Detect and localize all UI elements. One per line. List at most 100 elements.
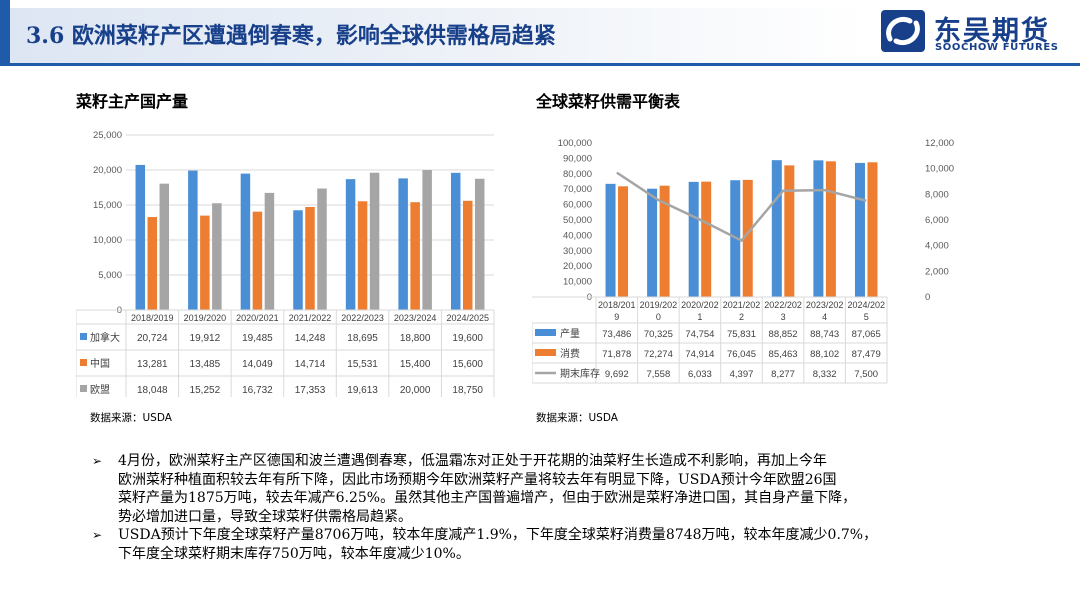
right-data-source: 数据来源：USDA [536,412,618,424]
data-table-cell: 88,102 [810,349,839,360]
bar [854,162,865,297]
bar [422,170,432,310]
y2-tick-label: 4,000 [925,241,949,252]
bar [771,160,782,297]
y-tick-label: 20,000 [563,261,592,272]
x-tick-label: 2023/202 [806,300,844,310]
y-tick-label: 5,000 [98,270,122,281]
x-tick-label: 2022/2023 [341,313,384,323]
bar [305,207,315,310]
x-tick-label: 2021/202 [723,300,761,310]
bar [462,200,473,310]
bar [398,178,408,310]
x-tick-label: 5 [864,312,869,322]
data-table-cell: 87,479 [852,349,881,360]
legend-swatch [80,359,87,366]
data-table-cell: 74,754 [685,329,714,340]
bullet-item: ➢ 4月份，欧洲菜籽主产区德国和波兰遭遇倒春寒，低温霜冻对正处于开花期的油菜籽生长… [92,452,972,526]
data-table-cell: 88,743 [810,329,839,340]
data-table-cell: 19,485 [242,333,273,344]
bar [212,203,222,310]
x-tick-label: 2019/202 [640,300,678,310]
x-tick-label: 2024/2025 [446,313,489,323]
y-tick-label: 40,000 [563,230,592,241]
data-table-cell: 18,048 [137,385,168,396]
y-tick-label: 60,000 [563,200,592,211]
right-chart-subtitle: 全球菜籽供需平衡表 [536,92,681,111]
data-table-cell: 19,600 [452,333,483,344]
data-table-cell: 18,800 [400,333,431,344]
y2-tick-label: 8,000 [925,189,949,200]
data-table-cell: 19,912 [190,333,221,344]
data-table-cell: 14,714 [295,359,326,370]
data-table-cell: 19,613 [347,385,378,396]
bar [813,160,824,297]
y-tick-label: 80,000 [563,169,592,180]
legend-swatch [535,349,556,356]
y-tick-label: 20,000 [93,165,122,176]
y-tick-label: 70,000 [563,184,592,195]
supply-demand-chart: 0 10,000 20,000 30,000 40,000 50,000 60,000 70,… [532,138,954,384]
bar [867,162,878,297]
legend-label: 加拿大 [90,331,120,344]
data-table-cell: 87,065 [852,329,881,340]
data-table-cell: 20,724 [137,333,168,344]
y-tick-label: 100,000 [558,138,592,149]
bar [188,170,198,310]
data-table-cell: 88,852 [769,329,798,340]
data-table-cell: 7,500 [854,369,878,380]
data-table-cell: 85,463 [769,349,798,360]
logo-english-text: SOOCHOW FUTURES [935,42,1059,53]
data-table-cell: 70,325 [644,329,673,340]
legend-label: 中国 [90,357,110,370]
left-data-source: 数据来源：USDA [90,412,172,424]
bar [317,188,327,310]
y-tick-label: 50,000 [563,215,592,226]
bar [252,211,263,310]
y-tick-label: 10,000 [93,235,122,246]
x-tick-label: 0 [656,312,661,322]
data-table-cell: 75,831 [727,329,756,340]
bullet-arrow-icon: ➢ [92,454,103,468]
bullet-text-line: USDA预计下年度全球菜籽产量8706万吨，较本年度减产1.9%，下年度全球菜籽… [118,527,878,543]
logo-mark-icon [881,10,925,52]
data-table-cell: 13,485 [190,359,221,370]
header: 3.6 欧洲菜籽产区遭遇倒春寒，影响全球供需格局趋紧 东吴期货 SOOCHOW … [0,0,1080,66]
bar [240,173,251,310]
data-table-cell: 15,600 [452,359,483,370]
data-table-cell: 14,248 [295,333,326,344]
legend-swatch [80,333,87,340]
bar [450,172,461,310]
bar [784,165,795,297]
data-table-cell: 8,332 [813,369,837,380]
bullet-text-line: 4月份，欧洲菜籽主产区德国和波兰遭遇倒春寒，低温霜冻对正处于开花期的油菜籽生长造… [118,453,827,469]
data-table-cell: 6,033 [688,369,712,380]
legend-swatch [80,385,87,392]
x-tick-label: 2023/2024 [394,313,437,323]
bar [293,210,303,310]
analysis-bullets: ➢ 4月份，欧洲菜籽主产区德国和波兰遭遇倒春寒，低温霜冻对正处于开花期的油菜籽生长… [92,452,972,563]
bar [357,201,368,310]
bar [701,181,712,297]
data-table-cell: 9,692 [605,369,629,380]
y-tick-label: 90,000 [563,153,592,164]
x-tick-label: 1 [697,312,702,322]
y-tick-label: 25,000 [93,130,122,141]
bar [410,202,420,310]
page-title: 3.6 欧洲菜籽产区遭遇倒春寒，影响全球供需格局趋紧 [26,23,556,49]
bar [659,185,670,297]
data-table-cell: 8,277 [771,369,795,380]
bar [605,183,616,297]
x-tick-label: 4 [822,312,827,322]
legend-label: 消费 [560,347,580,360]
data-table-cell: 4,397 [730,369,754,380]
header-accent-bar [0,0,10,66]
bullet-text-line: 欧洲菜籽种植面积较去年有所下降，因此市场预期今年欧洲菜籽产量将较去年有明显下降，… [118,471,837,488]
x-tick-label: 2 [739,312,744,322]
x-tick-label: 9 [614,312,619,322]
legend-swatch [535,329,556,336]
company-logo: 东吴期货 SOOCHOW FUTURES [880,9,1070,53]
left-chart-subtitle: 菜籽主产国产量 [76,92,189,111]
bar [825,161,836,297]
data-table-cell: 14,049 [242,359,273,370]
